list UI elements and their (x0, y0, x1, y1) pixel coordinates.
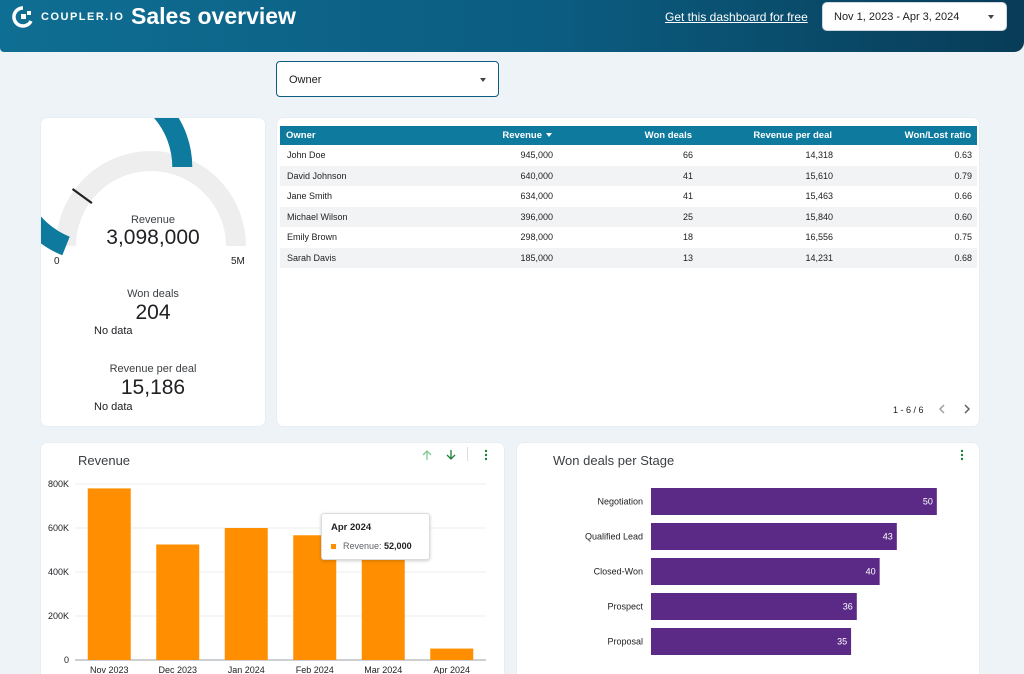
table-header-row: Owner Revenue Won deals Revenue per deal… (280, 126, 977, 145)
x-tick-label: Dec 2023 (158, 665, 197, 674)
x-tick-label: Jan 2024 (228, 665, 265, 674)
gauge-value: 3,098,000 (106, 226, 200, 249)
header-bar: COUPLER.IO Sales overview Get this dashb… (0, 0, 1024, 52)
page-title: Sales overview (131, 3, 296, 29)
table-row[interactable]: David Johnson 640,000 41 15,610 0.79 (280, 165, 977, 186)
stage-bar[interactable] (651, 593, 857, 620)
date-range-value: Nov 1, 2023 - Apr 3, 2024 (834, 11, 960, 23)
revenue-per-deal-nodata: No data (94, 401, 133, 413)
col-header-won-lost-ratio[interactable]: Won/Lost ratio (904, 130, 971, 141)
toolbar-divider (467, 447, 468, 461)
gauge-min-label: 0 (54, 256, 60, 267)
revenue-bar[interactable] (87, 488, 131, 660)
y-tick-label: 400K (48, 567, 69, 577)
stage-bar[interactable] (651, 558, 880, 585)
owner-table-card: Owner Revenue Won deals Revenue per deal… (277, 118, 979, 426)
col-header-revenue-per-deal[interactable]: Revenue per deal (753, 130, 832, 141)
tooltip-value: 52,000 (384, 541, 412, 551)
x-tick-label: Mar 2024 (364, 665, 402, 674)
stage-category-label: Prospect (607, 602, 643, 612)
stage-category-label: Qualified Lead (585, 532, 643, 542)
owner-filter-select[interactable]: Owner (276, 61, 499, 97)
owner-table: Owner Revenue Won deals Revenue per deal… (280, 126, 977, 268)
revenue-bar[interactable] (430, 648, 474, 660)
tooltip-body: Revenue: 52,000 (343, 541, 412, 551)
gauge-label: Revenue (130, 214, 176, 226)
revenue-per-deal-label: Revenue per deal (109, 363, 197, 375)
chevron-left-icon[interactable] (935, 402, 949, 416)
x-tick-label: Apr 2024 (433, 665, 470, 674)
table-row[interactable]: Sarah Davis 185,000 13 14,231 0.68 (280, 247, 977, 268)
table-row[interactable]: Emily Brown 298,000 18 16,556 0.75 (287, 232, 972, 243)
gauge-track (56, 151, 246, 247)
won-deals-label: Won deals (127, 288, 179, 300)
revenue-per-deal-value: 15,186 (120, 376, 186, 399)
stage-bar[interactable] (651, 488, 937, 515)
x-tick-label: Nov 2023 (90, 665, 129, 674)
stage-data-label: 40 (866, 567, 876, 577)
revenue-bar[interactable] (361, 554, 405, 660)
revenue-bar-chart: 0 200K 400K 600K 800K Nov 2023 Dec 2023 Jan 202… (48, 479, 486, 674)
sort-down-icon[interactable] (445, 448, 457, 466)
table-row[interactable]: Jane Smith 634,000 41 15,463 0.66 (287, 191, 972, 202)
won-deals-nodata: No data (94, 325, 133, 337)
tooltip-series-swatch (331, 544, 336, 549)
kpi-card: Revenue 3,098,000 0 5M Won deals 204 No … (41, 118, 265, 426)
revenue-bar[interactable] (224, 528, 268, 660)
stage-data-label: 50 (923, 497, 933, 507)
get-dashboard-link[interactable]: Get this dashboard for free (665, 10, 808, 24)
y-tick-label: 0 (64, 655, 69, 665)
chevron-down-icon (480, 78, 486, 82)
stage-data-label: 36 (843, 602, 853, 612)
more-vert-icon[interactable] (958, 448, 966, 466)
more-vert-icon[interactable] (482, 448, 490, 466)
sort-up-icon[interactable] (421, 448, 433, 466)
gauge-max-label: 5M (231, 256, 245, 267)
col-header-won-deals[interactable]: Won deals (644, 130, 692, 141)
stage-category-label: Negotiation (597, 497, 643, 507)
stage-chart-card: Won deals per Stage Negotiation 50 Qualifi… (517, 443, 979, 674)
brand-logo[interactable]: COUPLER.IO (12, 6, 124, 28)
table-row[interactable]: Michael Wilson 396,000 25 15,840 0.60 (280, 206, 977, 227)
y-tick-label: 800K (48, 479, 69, 489)
stage-data-label: 35 (837, 637, 847, 647)
sort-desc-icon (546, 133, 552, 138)
col-header-revenue[interactable]: Revenue (480, 126, 558, 145)
owner-filter-label: Owner (289, 74, 322, 86)
chevron-down-icon (988, 15, 994, 19)
won-deals-value: 204 (135, 301, 171, 324)
stage-data-label: 43 (883, 532, 893, 542)
stage-bar[interactable] (651, 628, 852, 655)
chevron-right-icon[interactable] (960, 402, 974, 416)
y-tick-label: 600K (48, 523, 69, 533)
tooltip-title: Apr 2024 (331, 522, 372, 533)
stage-category-label: Proposal (607, 637, 643, 647)
revenue-gauge (41, 118, 246, 256)
x-tick-label: Feb 2024 (296, 665, 334, 674)
gauge-target-marker (71, 188, 93, 204)
stage-bar[interactable] (651, 523, 897, 550)
table-row[interactable]: John Doe 945,000 66 14,318 0.63 (287, 150, 972, 161)
stage-bar-chart: Negotiation 50 Qualified Lead 43 Closed-Won 4… (585, 488, 937, 655)
brand-name: COUPLER.IO (41, 11, 125, 23)
revenue-chart-card: Revenue 0 200K 400K 600K 800K Nov 2023 Dec 202… (41, 443, 504, 674)
revenue-bar[interactable] (156, 544, 200, 661)
col-header-owner[interactable]: Owner (286, 130, 316, 141)
revenue-chart-title: Revenue (78, 453, 131, 468)
coupler-logo-icon (12, 6, 34, 28)
y-tick-label: 200K (48, 611, 69, 621)
tooltip-label: Revenue: (343, 541, 382, 551)
revenue-tooltip: Apr 2024 Revenue: 52,000 (321, 513, 430, 560)
date-range-select[interactable]: Nov 1, 2023 - Apr 3, 2024 (822, 2, 1007, 31)
table-pagination-label: 1 - 6 / 6 (893, 405, 924, 415)
stage-chart-title: Won deals per Stage (553, 453, 675, 468)
stage-category-label: Closed-Won (594, 567, 643, 577)
